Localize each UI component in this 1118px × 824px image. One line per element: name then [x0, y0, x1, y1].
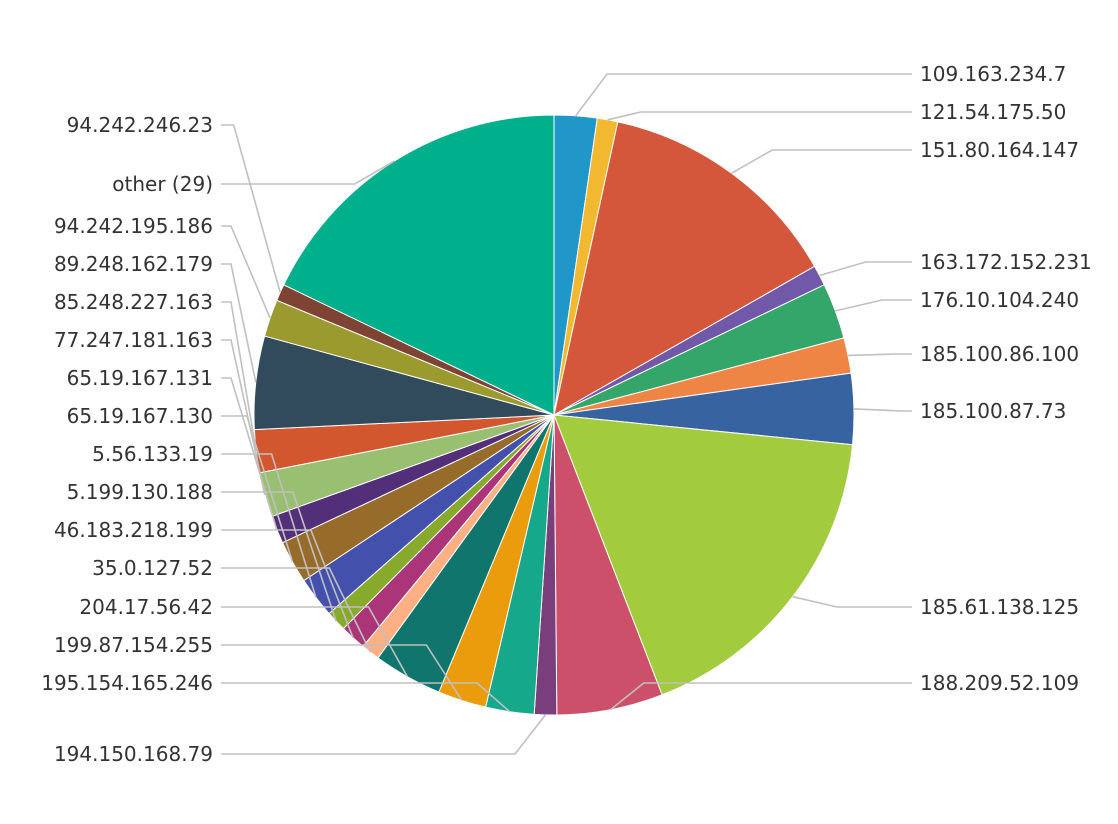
pie-slice-other-29[interactable]: [283, 114, 555, 416]
leader-line-185-100-87-73: [853, 408, 912, 412]
leader-line-94-242-195-186: [221, 225, 271, 319]
slice-label-185-61-138-125: 185.61.138.125: [920, 595, 1079, 619]
leader-line-151-80-164-147: [731, 149, 912, 174]
slice-label-94-242-246-23: 94.242.246.23: [67, 113, 213, 137]
slice-label-65-19-167-131: 65.19.167.131: [67, 366, 213, 390]
leader-line-194-150-168-79: [221, 714, 547, 755]
slice-label-185-100-86-100: 185.100.86.100: [920, 342, 1079, 366]
slice-label-185-100-87-73: 185.100.87.73: [920, 399, 1066, 423]
leader-line-77-247-181-163: [221, 339, 266, 496]
slice-label-199-87-154-255: 199.87.154.255: [54, 633, 213, 657]
slice-label-121-54-175-50: 121.54.175.50: [920, 100, 1066, 124]
slice-label-163-172-152-231: 163.172.152.231: [920, 250, 1092, 274]
slice-label-89-248-162-179: 89.248.162.179: [54, 252, 213, 276]
leader-line-109-163-234-7: [575, 73, 912, 117]
slice-label-94-242-195-186: 94.242.195.186: [54, 214, 213, 238]
slice-label-65-19-167-130: 65.19.167.130: [67, 404, 213, 428]
leader-line-185-100-86-100: [847, 353, 912, 357]
leader-line-5-56-133-19: [221, 453, 317, 598]
leader-line-other-29: [221, 160, 395, 185]
slice-label-195-154-165-246: 195.154.165.246: [41, 671, 213, 695]
slice-label-194-150-168-79: 194.150.168.79: [54, 742, 213, 766]
slice-label-85-248-227-163: 85.248.227.163: [54, 290, 213, 314]
pie-slices: [253, 114, 855, 716]
leader-line-46-183-218-199: [221, 529, 354, 638]
slice-label-151-80-164-147: 151.80.164.147: [920, 138, 1079, 162]
slice-label-77-247-181-163: 77.247.181.163: [54, 328, 213, 352]
leader-line-85-248-227-163: [221, 301, 257, 452]
slice-label-5-199-130-188: 5.199.130.188: [67, 480, 213, 504]
leader-lines: [221, 73, 912, 755]
slice-label-109-163-234-7: 109.163.234.7: [920, 62, 1066, 86]
slice-labels: 109.163.234.7 121.54.175.50 151.80.164.147…: [41, 62, 1092, 766]
slice-label-204-17-56-42: 204.17.56.42: [79, 595, 213, 619]
leader-line-89-248-162-179: [221, 263, 257, 383]
slice-label-35-0-127-52: 35.0.127.52: [92, 556, 213, 580]
leader-line-121-54-175-50: [607, 111, 912, 121]
pie-slice-151-80-164-147[interactable]: [553, 121, 816, 416]
leader-line-5-199-130-188: [221, 491, 337, 622]
leader-line-185-61-138-125: [792, 595, 912, 608]
leader-line-195-154-165-246: [221, 682, 511, 713]
slice-label-188-209-52-109: 188.209.52.109: [920, 671, 1079, 695]
leader-line-199-87-154-255: [221, 644, 463, 701]
leader-line-176-10-104-240: [835, 299, 912, 312]
leader-line-188-209-52-109: [609, 682, 912, 711]
pie-slice-185-61-138-125[interactable]: [553, 414, 854, 696]
slice-label-46-183-218-199: 46.183.218.199: [54, 518, 213, 542]
leader-line-163-172-152-231: [819, 261, 912, 277]
leader-line-94-242-246-23: [221, 124, 281, 293]
slice-label-other-29: other (29): [112, 172, 213, 196]
leader-line-35-0-127-52: [221, 567, 372, 653]
slice-label-5-56-133-19: 5.56.133.19: [92, 442, 213, 466]
slice-label-176-10-104-240: 176.10.104.240: [920, 288, 1079, 312]
leader-line-204-17-56-42: [221, 606, 409, 678]
